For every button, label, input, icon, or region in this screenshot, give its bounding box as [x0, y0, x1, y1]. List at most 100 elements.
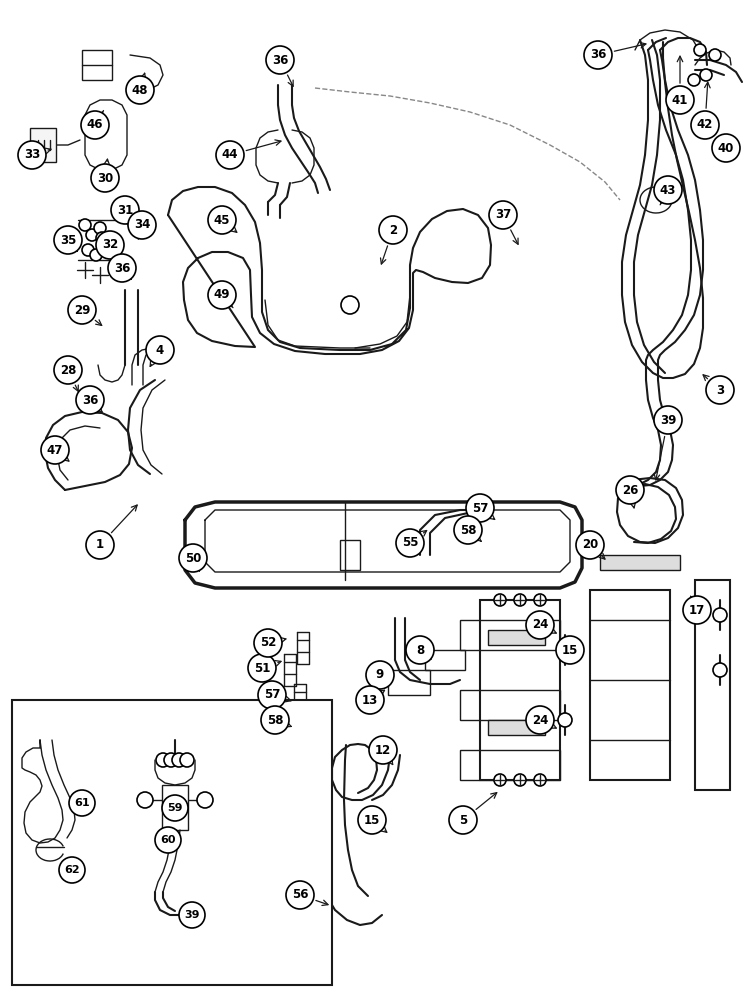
Text: 47: 47 [47, 444, 63, 456]
Circle shape [126, 76, 154, 104]
Text: 39: 39 [185, 910, 199, 920]
Circle shape [266, 46, 294, 74]
Circle shape [254, 629, 282, 657]
Circle shape [466, 494, 494, 522]
Polygon shape [30, 128, 56, 162]
Text: 60: 60 [160, 835, 176, 845]
Circle shape [81, 111, 109, 139]
Circle shape [584, 41, 612, 69]
Circle shape [54, 356, 82, 384]
Text: 33: 33 [24, 148, 40, 161]
Circle shape [286, 881, 314, 909]
Circle shape [162, 795, 188, 821]
Circle shape [18, 141, 46, 169]
Circle shape [91, 164, 119, 192]
Text: 15: 15 [364, 814, 380, 826]
Circle shape [258, 681, 286, 709]
Circle shape [179, 902, 205, 928]
Text: 50: 50 [185, 552, 201, 564]
Text: 57: 57 [472, 502, 488, 514]
Text: 36: 36 [590, 48, 606, 62]
Circle shape [128, 211, 156, 239]
Text: 55: 55 [402, 536, 418, 550]
Circle shape [69, 790, 95, 816]
Text: 41: 41 [672, 94, 688, 106]
Circle shape [706, 376, 734, 404]
Circle shape [96, 232, 108, 244]
Circle shape [164, 753, 178, 767]
Circle shape [208, 206, 236, 234]
Circle shape [494, 774, 506, 786]
Text: 13: 13 [362, 694, 378, 706]
Polygon shape [600, 555, 680, 570]
Circle shape [616, 476, 644, 504]
Circle shape [449, 806, 477, 834]
Circle shape [700, 69, 712, 81]
Circle shape [41, 436, 69, 464]
Text: 34: 34 [134, 219, 150, 232]
Text: 24: 24 [532, 618, 548, 632]
Text: 31: 31 [117, 204, 133, 217]
Circle shape [654, 406, 682, 434]
Text: 35: 35 [60, 233, 76, 246]
Text: 15: 15 [562, 644, 578, 656]
Text: 24: 24 [532, 714, 548, 726]
Circle shape [102, 242, 114, 254]
Circle shape [216, 141, 244, 169]
Circle shape [172, 753, 186, 767]
Circle shape [86, 531, 114, 559]
Text: 58: 58 [267, 714, 283, 726]
Text: 62: 62 [64, 865, 80, 875]
Circle shape [713, 663, 727, 677]
Circle shape [82, 244, 94, 256]
Text: 49: 49 [214, 288, 230, 302]
Circle shape [59, 857, 85, 883]
Text: 12: 12 [375, 744, 391, 756]
Circle shape [341, 296, 359, 314]
Circle shape [666, 86, 694, 114]
Circle shape [654, 176, 682, 204]
Circle shape [526, 611, 554, 639]
Circle shape [68, 296, 96, 324]
Circle shape [155, 827, 181, 853]
Text: 46: 46 [87, 118, 103, 131]
Polygon shape [488, 720, 545, 735]
Text: 28: 28 [60, 363, 76, 376]
Circle shape [558, 643, 572, 657]
Circle shape [576, 531, 604, 559]
Text: 43: 43 [660, 184, 676, 196]
Text: 30: 30 [97, 172, 113, 184]
Text: 44: 44 [222, 148, 238, 161]
Circle shape [366, 661, 394, 689]
Circle shape [683, 596, 711, 624]
Circle shape [454, 516, 482, 544]
Circle shape [406, 636, 434, 664]
Circle shape [558, 713, 572, 727]
Circle shape [713, 608, 727, 622]
Text: 58: 58 [460, 524, 476, 536]
Text: 56: 56 [292, 888, 308, 902]
Text: 4: 4 [156, 344, 164, 357]
Circle shape [356, 686, 384, 714]
Text: 36: 36 [114, 261, 130, 274]
Circle shape [494, 594, 506, 606]
Text: 57: 57 [264, 688, 280, 702]
Circle shape [248, 654, 276, 682]
Text: 8: 8 [416, 644, 424, 656]
Bar [12, 700, 332, 985]
Circle shape [261, 706, 289, 734]
Text: 5: 5 [459, 814, 467, 826]
Circle shape [534, 594, 546, 606]
Circle shape [534, 774, 546, 786]
Text: 17: 17 [689, 603, 705, 616]
Circle shape [108, 254, 136, 282]
Circle shape [54, 226, 82, 254]
Circle shape [179, 544, 207, 572]
Circle shape [197, 792, 213, 808]
Polygon shape [488, 630, 545, 645]
Circle shape [358, 806, 386, 834]
Text: 45: 45 [214, 214, 230, 227]
Circle shape [514, 594, 526, 606]
Text: 9: 9 [376, 668, 384, 682]
Text: 37: 37 [495, 209, 511, 222]
